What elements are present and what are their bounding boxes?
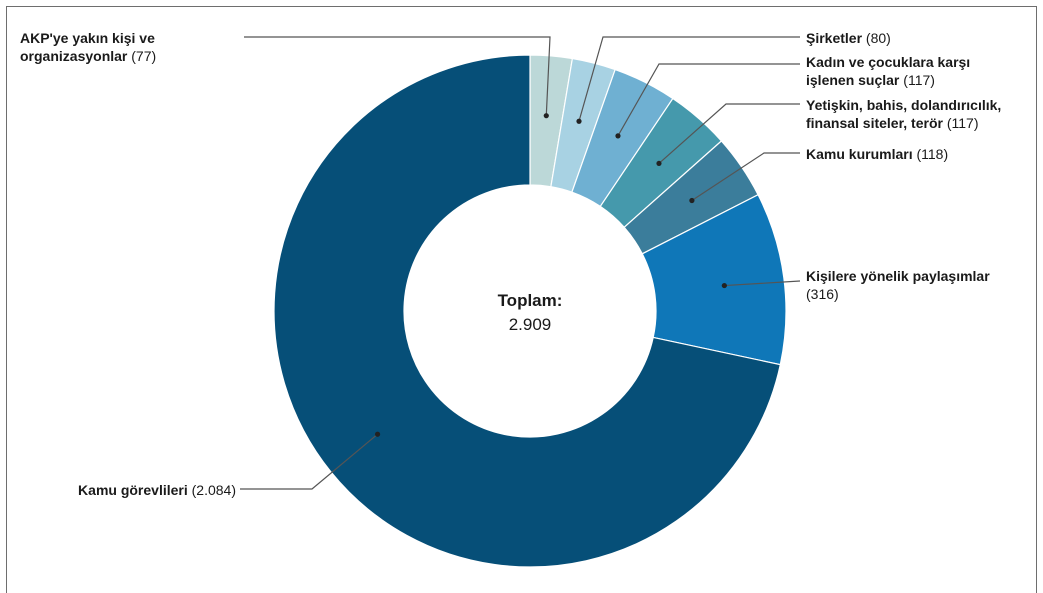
leader-line-4	[691, 152, 800, 202]
leader-line-5	[724, 280, 801, 287]
slice-label-4: Kamu kurumları (118)	[806, 146, 948, 162]
leader-line-1	[578, 36, 800, 122]
leader-dot-1	[576, 118, 582, 124]
leader-line-6	[240, 433, 378, 490]
leader-line-3	[658, 103, 800, 164]
slice-label-1: Şirketler (80)	[806, 30, 891, 46]
slice-label-0: AKP'ye yakın kişi ve organizasyonlar (77)	[20, 30, 156, 64]
leader-dot-4	[689, 197, 695, 204]
slice-label-3: Yetişkin, bahis, dolandırıcılık, finansal…	[806, 97, 1001, 131]
leader-dot-3	[656, 160, 662, 167]
chart-frame	[6, 6, 1037, 593]
leader-dot-5	[721, 282, 727, 289]
leader-dot-2	[615, 133, 621, 139]
leader-dot-6	[374, 431, 381, 437]
slice-6	[273, 54, 782, 568]
leader-line-0	[244, 36, 551, 116]
slice-label-6: Kamu görevlileri (2.084)	[78, 482, 236, 498]
center-value: 2.909	[509, 315, 552, 334]
leader-line-2	[617, 63, 800, 137]
slice-label-5: Kişilere yönelik paylaşımlar (316)	[806, 268, 990, 302]
slice-label-2: Kadın ve çocuklara karşı işlenen suçlar (…	[806, 54, 970, 88]
leader-dot-0	[543, 113, 549, 119]
center-title: Toplam:	[498, 291, 563, 310]
